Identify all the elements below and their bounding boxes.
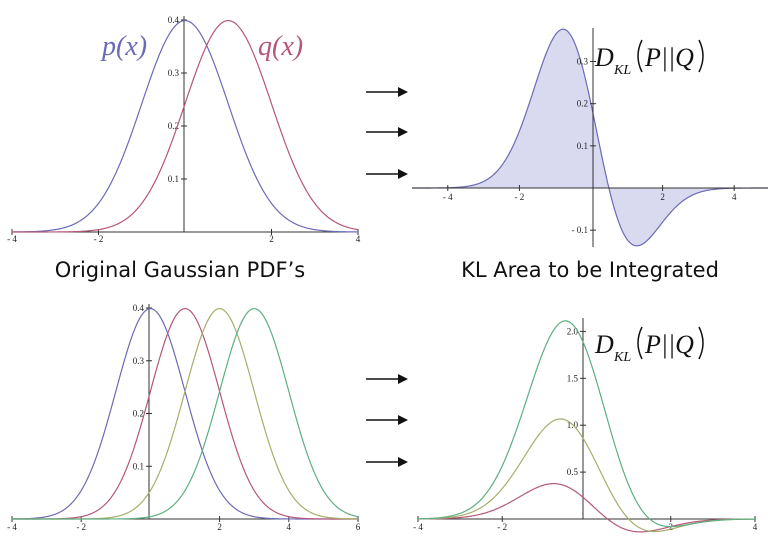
chart-original-gaussians: - 4 - 2 2 4 0.1 0.2 0.3 0.4 (7, 15, 361, 244)
arrow-head (398, 127, 408, 137)
q-label: q(x) (258, 31, 303, 62)
dkl-label-top: D KL P||Q (594, 39, 704, 78)
caption-kl-area: KL Area to be Integrated (461, 258, 719, 282)
dkl-bottom-body: P||Q (644, 330, 694, 359)
dkl-top-d: D (594, 43, 614, 72)
dkl-top-rparen (698, 39, 704, 73)
arrows (366, 87, 408, 467)
x-tick-label: - 4 (7, 522, 17, 532)
p-label: p(x) (100, 31, 147, 62)
kl-area-fill (412, 29, 768, 246)
y-tick-label: 0.1 (168, 174, 179, 184)
x-tick-label: - 4 (7, 234, 17, 244)
chart-kl-curves: - 4- 2 2 40.51.01.52.0 (413, 318, 758, 533)
x-tick-label: - 2 (94, 234, 104, 244)
series-line-3 (12, 307, 359, 520)
x-tick-label: 2 (217, 522, 222, 532)
series-line-2 (12, 307, 359, 520)
dkl-top-sub: KL (613, 63, 631, 78)
dkl-bottom-lparen (637, 326, 643, 360)
x-tick-label: - 2 (515, 192, 525, 202)
dkl-bottom-rparen (698, 326, 704, 360)
x-tick-label: 6 (356, 522, 361, 532)
y-tick-label: 0.2 (577, 99, 588, 109)
series-line-1 (12, 307, 358, 520)
x-tick-label: - 2 (497, 522, 507, 532)
x-tick-label: - 4 (443, 192, 453, 202)
y-tick-label: 0.4 (133, 303, 145, 313)
x-tick-label: - 2 (76, 522, 86, 532)
x-tick-label: - 4 (413, 522, 423, 532)
series-line-0 (11, 307, 358, 520)
series-line-1 (12, 19, 359, 233)
x-tick-label: 4 (732, 192, 737, 202)
series-line-0 (418, 483, 756, 533)
x-tick-label: 4 (356, 234, 361, 244)
dkl-top-lparen (637, 39, 643, 73)
y-tick-label: 1.5 (567, 373, 579, 383)
arrow-head (398, 374, 408, 384)
chart-shifted-gaussians: - 4 - 2 2 4 6 0.1 0.2 0.3 0.4 (7, 303, 361, 532)
y-tick-label: 2.0 (567, 326, 579, 336)
arrow-head (398, 87, 408, 97)
y-tick-label: 0.3 (168, 68, 180, 78)
y-tick-label: 0.3 (133, 356, 145, 366)
series-line-0 (11, 19, 359, 233)
arrow-head (398, 457, 408, 467)
y-tick-label: - 0.1 (572, 225, 589, 235)
series-line-1 (417, 418, 755, 533)
series-line-2 (417, 320, 756, 528)
y-tick-label: 0.3 (577, 57, 589, 67)
y-tick-label: 0.2 (133, 409, 144, 419)
dkl-top-body: P||Q (644, 43, 694, 72)
y-tick-label: 0.5 (567, 467, 579, 477)
dkl-label-bottom: D KL P||Q (594, 326, 704, 365)
dkl-bottom-sub: KL (613, 350, 631, 365)
x-tick-label: 2 (660, 192, 665, 202)
x-tick-label: 4 (753, 522, 758, 532)
x-tick-label: 4 (287, 522, 292, 532)
dkl-bottom-d: D (594, 330, 614, 359)
x-tick-label: 2 (269, 234, 274, 244)
arrow-head (398, 169, 408, 179)
y-tick-label: 0.1 (133, 461, 144, 471)
chart-kl-area: - 4 - 2 2 4 0.3 0.2 0.1 - 0.1 (412, 28, 768, 248)
caption-original-gaussians: Original Gaussian PDF’s (54, 258, 306, 282)
y-tick-label: 0.2 (168, 121, 179, 131)
y-tick-label: 0.1 (577, 141, 588, 151)
y-tick-label: 0.4 (168, 15, 180, 25)
arrow-head (398, 415, 408, 425)
